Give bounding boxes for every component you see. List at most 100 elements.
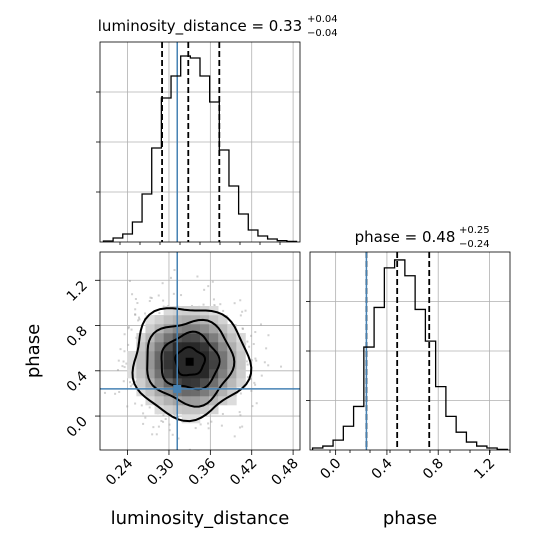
joint-sample-point [233, 435, 236, 438]
joint-density-cell [227, 351, 237, 361]
joint-sample-point [160, 419, 163, 422]
joint-density-cell [154, 378, 164, 388]
joint-sample-point [138, 318, 141, 321]
joint-xtick-label: 0.48 [269, 456, 302, 489]
joint-density-cell [145, 315, 155, 325]
joint-sample-point [149, 296, 152, 299]
joint-density-cell [218, 315, 228, 325]
joint-sample-point [152, 426, 155, 429]
luminosity-distance-histogram [102, 55, 298, 243]
joint-density-cell [136, 378, 146, 388]
joint-sample-point [246, 376, 249, 379]
joint-density-cell [236, 342, 246, 352]
joint-density-cell [154, 360, 164, 370]
joint-sample-point [207, 427, 210, 430]
joint-density-cell [236, 360, 246, 370]
joint-sample-point [239, 392, 242, 395]
joint-sample-point [213, 304, 216, 307]
joint-density-cell [218, 369, 228, 379]
joint-density-cell [209, 387, 219, 397]
joint-xtick-label: 0.24 [103, 455, 136, 488]
joint-sample-point [267, 364, 270, 367]
joint-sample-point [207, 285, 210, 288]
joint-sample-point [207, 422, 210, 425]
joint-density-cell [145, 324, 155, 334]
y-axis-label-phase: phase [23, 324, 44, 378]
joint-density-cell [163, 315, 174, 325]
joint-sample-point [168, 423, 171, 426]
joint-sample-point [164, 417, 167, 420]
joint-density-cell [190, 414, 201, 424]
joint-sample-point [172, 292, 175, 295]
joint-density-cell [181, 414, 192, 424]
luminosity-distance-title-lower-error: −0.04 [307, 28, 338, 39]
joint-density-cell [136, 342, 146, 352]
joint-sample-point [136, 302, 139, 305]
joint-density-cell [190, 351, 201, 361]
joint-density-cell [127, 351, 137, 361]
joint-sample-point [233, 302, 236, 305]
joint-density-cell [154, 396, 164, 406]
joint-sample-point [246, 363, 249, 366]
joint-sample-point [254, 331, 257, 334]
joint-density-cell [163, 396, 174, 406]
joint-contour-2 [146, 318, 236, 408]
joint-truth-marker [173, 384, 182, 393]
joint-density-cell [200, 378, 210, 388]
luminosity-distance-title-upper-error: +0.04 [307, 14, 338, 25]
joint-density-cell [145, 369, 155, 379]
joint-sample-point [127, 343, 130, 346]
joint-density-cell [181, 396, 192, 406]
joint-density-cell [227, 333, 237, 343]
joint-sample-point [171, 433, 174, 436]
joint-sample-point [157, 425, 160, 428]
joint-density-cell [190, 378, 201, 388]
joint-density-cell [209, 333, 219, 343]
joint-density-cell [136, 333, 146, 343]
joint-density-cell [181, 387, 192, 397]
joint-contour-0 [174, 346, 206, 377]
joint-posterior-frame [99, 251, 301, 451]
joint-sample-point [252, 343, 255, 346]
joint-sample-point [173, 269, 176, 272]
joint-ytick-label: 0.0 [64, 414, 91, 441]
joint-sample-point [199, 423, 202, 426]
joint-xtick-label: 0.36 [186, 455, 219, 488]
joint-sample-point [119, 348, 122, 351]
luminosity-distance-histogram-frame [99, 41, 301, 243]
joint-xtick-label: 0.30 [144, 456, 177, 489]
joint-sample-point [114, 392, 117, 395]
joint-sample-point [263, 361, 266, 364]
joint-density-cell [200, 369, 210, 379]
joint-density-cell [181, 333, 192, 343]
phase-title-upper-error: +0.25 [459, 225, 490, 236]
joint-sample-point [239, 414, 242, 417]
joint-density-cell [163, 387, 174, 397]
joint-density-cell [154, 387, 164, 397]
joint-sample-point [130, 328, 133, 331]
joint-density-cell [163, 342, 174, 352]
joint-sample-point [194, 427, 197, 430]
joint-sample-point [180, 294, 183, 297]
joint-sample-point [244, 309, 247, 312]
joint-sample-point [301, 350, 303, 352]
joint-density-cell [163, 306, 174, 316]
joint-sample-point [134, 313, 137, 316]
joint-density-cell [163, 333, 174, 343]
joint-sample-point [148, 300, 151, 303]
joint-density-cell [209, 342, 219, 352]
joint-sample-point [142, 412, 145, 415]
joint-density-cell [181, 351, 192, 361]
joint-sample-point [148, 406, 151, 409]
joint-density-cell [181, 378, 192, 388]
joint-sample-point [245, 360, 248, 363]
joint-sample-point [220, 424, 223, 427]
joint-sample-point [210, 420, 213, 423]
joint-density-cell [209, 378, 219, 388]
joint-density-cell [227, 387, 237, 397]
joint-sample-point [123, 333, 126, 336]
joint-sample-point [238, 411, 241, 414]
joint-density-cell [227, 342, 237, 352]
joint-sample-point [142, 422, 145, 425]
joint-density-cell [190, 324, 201, 334]
